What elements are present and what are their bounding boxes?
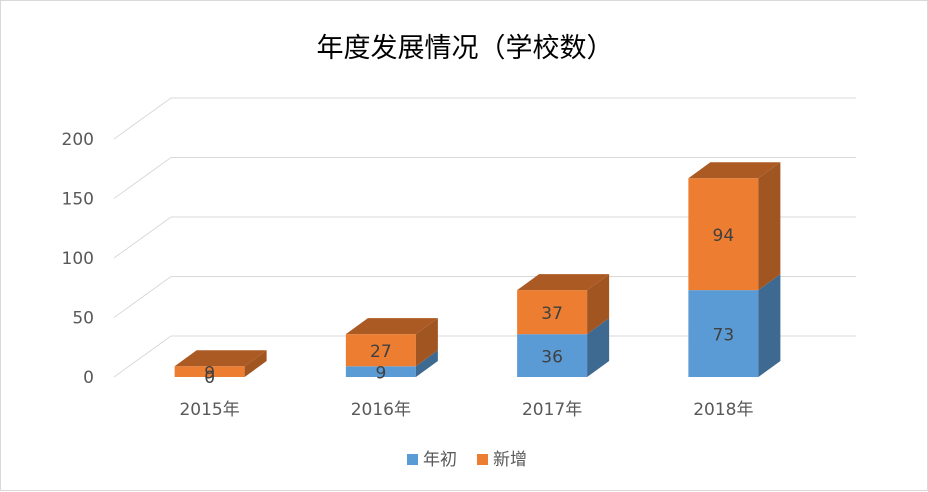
bar-segment	[688, 162, 781, 291]
data-label: 36	[541, 348, 563, 368]
bar-front	[345, 334, 416, 367]
gridline-diagonal	[113, 216, 172, 259]
y-tick-label: 200	[62, 130, 94, 150]
y-tick-label: 0	[83, 368, 94, 388]
x-tick-label: 2017年	[522, 400, 582, 420]
x-tick-label: 2018年	[693, 400, 753, 420]
gridline-diagonal	[113, 97, 172, 140]
bar-side	[758, 162, 781, 291]
legend-swatch	[407, 454, 418, 465]
y-tick-label: 150	[62, 190, 94, 210]
bar-segment	[174, 350, 267, 377]
gridline-diagonal	[113, 335, 172, 378]
legend-label: 新增	[493, 450, 527, 470]
x-tick-label: 2015年	[179, 400, 239, 420]
legend: 年初 新增	[407, 450, 527, 470]
bar-front	[517, 290, 588, 335]
bar-side	[415, 350, 438, 377]
bar-top	[174, 350, 267, 367]
bar-front	[688, 290, 759, 377]
bar-segment	[517, 318, 610, 377]
y-axis: 0 50 100 150 200	[62, 130, 94, 388]
bars	[174, 162, 781, 377]
x-tick-label: 2016年	[351, 400, 411, 420]
data-label: 94	[713, 226, 735, 246]
data-label: 9	[375, 364, 386, 384]
chart-title: 年度发展情况（学校数）	[317, 33, 614, 64]
bar-side	[587, 318, 610, 377]
y-tick-label: 50	[72, 309, 94, 329]
bar-segment	[688, 274, 781, 377]
bar-side	[415, 318, 438, 367]
bar-top	[688, 162, 781, 179]
bar-side	[587, 274, 610, 335]
bar-segment	[345, 318, 438, 367]
legend-swatch	[477, 454, 488, 465]
legend-label: 年初	[423, 450, 457, 470]
data-label: 9	[204, 364, 215, 384]
bar-segment	[517, 274, 610, 335]
bar-top	[517, 274, 610, 291]
data-label: 27	[370, 342, 392, 362]
bar-front	[688, 178, 759, 291]
data-label: 37	[541, 304, 563, 324]
bar-front	[174, 366, 245, 377]
bar-front	[517, 334, 588, 377]
bar-side	[758, 274, 781, 377]
gridline-diagonal	[113, 276, 172, 318]
x-axis: 2015年 2016年 2017年 2018年	[179, 400, 753, 420]
y-tick-label: 100	[62, 249, 94, 269]
bar-top	[345, 318, 438, 335]
data-label: 0	[204, 368, 215, 388]
data-label: 73	[713, 326, 735, 346]
bar-side	[244, 350, 267, 377]
bar-segment	[345, 350, 438, 377]
gridline-diagonal	[113, 157, 172, 199]
bar-front	[345, 366, 416, 377]
